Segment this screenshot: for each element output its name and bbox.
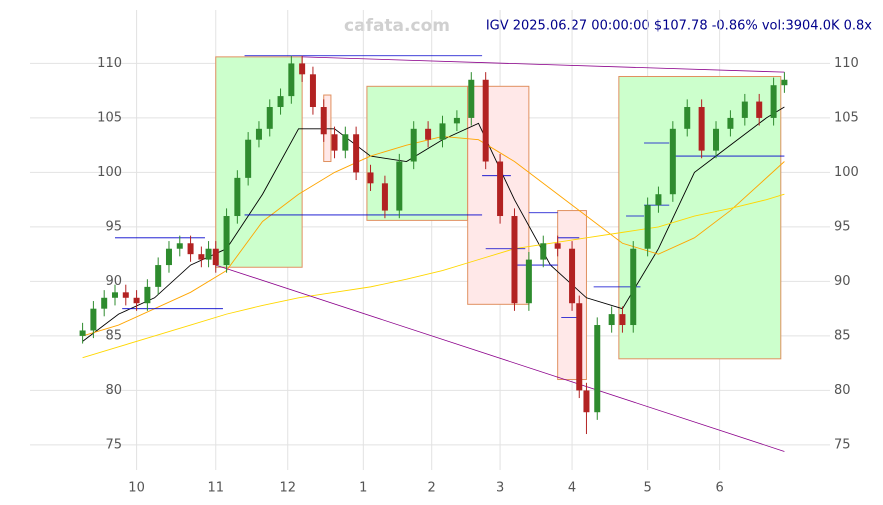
x-tick-label: 1 [359,481,367,496]
x-tick-label: 4 [568,481,576,496]
candle-body [468,79,475,118]
x-tick-label: 10 [128,481,145,496]
y-tick-label: 100 [97,165,122,180]
candle-body [331,134,338,151]
candle-body [223,216,230,266]
y-tick-label-right: 110 [834,56,859,71]
candle-body [482,79,489,162]
candle-body [756,101,763,118]
x-tick-label: 3 [496,481,504,496]
y-tick-label-right: 105 [834,110,859,125]
candle-body [353,134,360,173]
candle-body [176,243,183,249]
candle-body [79,330,86,336]
candle-body [569,248,576,304]
y-tick-label: 80 [105,383,122,398]
candle-body [266,107,273,129]
candle-body [770,85,777,118]
watermark: cafata.com [344,16,450,36]
candle-body [198,254,205,260]
candle-body [234,177,241,217]
y-tick-label-right: 100 [834,165,859,180]
candle-body [608,314,615,326]
candle-body [320,107,327,135]
candle-body [396,161,403,211]
candle-body [583,390,590,413]
candle-body [669,128,676,195]
candle-body [453,117,460,124]
y-tick-label: 105 [97,110,122,125]
candle-body [155,265,162,287]
candle-body [781,79,788,86]
chart-title: IGV 2025.06.27 00:00:00 $107.78 -0.86% v… [486,19,872,34]
candle-body [713,128,720,151]
y-tick-label: 75 [105,437,122,452]
candle-body [594,325,601,413]
candle-body [381,183,388,211]
candle-body [90,308,97,331]
y-tick-label-right: 95 [834,219,851,234]
candle-body [741,101,748,118]
y-tick-label-right: 75 [834,437,851,452]
candle-body [187,243,194,255]
moving-average [82,193,785,359]
y-tick-label: 85 [105,328,122,343]
candle-body [245,139,252,178]
candle-body [698,107,705,151]
candle-body [410,128,417,162]
y-tick-label-right: 80 [834,383,851,398]
candle-body [684,107,691,129]
candle-body [554,243,561,249]
candle-body [342,134,349,151]
x-tick-label: 12 [279,481,296,496]
y-tick-label: 90 [105,274,122,289]
y-tick-label-right: 90 [834,274,851,289]
candle-body [299,63,306,75]
candle-body [277,96,284,108]
candle-body [144,286,151,304]
candle-body [133,297,140,304]
x-tick-label: 6 [715,481,723,496]
candle-body [630,248,637,326]
candle-body [439,123,446,140]
y-tick-label: 95 [105,219,122,234]
candle-body [727,117,734,129]
zone [215,56,303,268]
candle-body [212,248,219,266]
candle-body [255,128,262,140]
candle-body [425,128,432,140]
x-tick-label: 2 [428,481,436,496]
y-tick-label-right: 85 [834,328,851,343]
candle-body [122,292,129,298]
candle-body [644,205,651,249]
y-tick-label: 110 [97,56,122,71]
candle-body [540,243,547,260]
candle-body [309,74,316,108]
candle-body [101,297,108,309]
candle-body [497,161,504,217]
candle-body [619,314,626,326]
candle-body [655,194,662,206]
candle-body [576,303,583,391]
candle-body [511,216,518,304]
candle-body [367,172,374,184]
candle-body [165,248,172,266]
x-tick-label: 5 [643,481,651,496]
candle-body [288,63,295,97]
candle-body [205,248,212,260]
x-tick-label: 11 [207,481,224,496]
trend-line [302,56,785,73]
candle-body [525,259,532,304]
trend-line [215,264,785,452]
candle-body [111,292,118,298]
